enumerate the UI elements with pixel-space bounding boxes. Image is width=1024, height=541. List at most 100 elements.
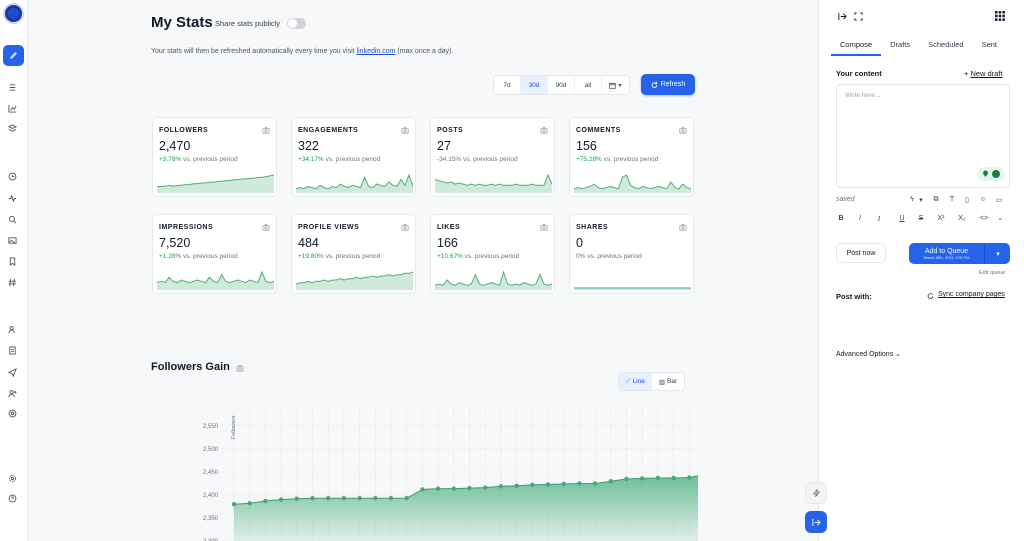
camera-icon[interactable]: [679, 126, 687, 134]
new-draft-button[interactable]: + New draft: [964, 69, 1003, 78]
stat-change-value: +10.67%: [437, 253, 463, 260]
chevron-down-icon[interactable]: ▾: [919, 197, 923, 204]
strike-button[interactable]: S: [918, 215, 924, 222]
at-icon[interactable]: [8, 409, 17, 418]
user-plus-icon[interactable]: [8, 389, 17, 398]
post-editor[interactable]: Write here...: [836, 84, 1010, 188]
lightning-action-button[interactable]: [805, 482, 827, 504]
image-icon[interactable]: ▭: [995, 197, 1003, 204]
collapse-panel-icon[interactable]: [838, 12, 847, 21]
data-point: [592, 481, 598, 486]
copy-icon[interactable]: ⧉: [933, 196, 939, 203]
camera-icon[interactable]: [540, 223, 548, 231]
bold-button[interactable]: B: [838, 215, 844, 222]
stat-change-caption: vs. previous period: [325, 253, 381, 260]
edit-queue-link[interactable]: Edit queue: [979, 270, 1006, 276]
camera-icon[interactable]: [236, 364, 244, 372]
help-icon[interactable]: [8, 494, 17, 503]
image-icon[interactable]: [8, 236, 17, 245]
subscript-button[interactable]: X₂: [958, 215, 966, 222]
bookmark-icon[interactable]: [8, 257, 17, 266]
sync-company-pages-link[interactable]: Sync company pages: [938, 291, 1005, 298]
data-point: [247, 501, 252, 506]
hash-icon[interactable]: [8, 278, 17, 287]
queue-label: Add to Queue: [924, 247, 969, 255]
tab-drafts[interactable]: Drafts: [890, 40, 911, 49]
file-icon[interactable]: [8, 346, 17, 355]
refresh-button[interactable]: Refresh: [641, 74, 695, 95]
linkedin-link[interactable]: linkedin.com: [356, 48, 396, 55]
camera-icon[interactable]: [262, 126, 270, 134]
advanced-options-label: Advanced Options: [836, 351, 894, 358]
list-icon[interactable]: [8, 83, 17, 92]
data-point: [373, 496, 378, 501]
bar-label: Bar: [667, 378, 678, 385]
superscript-button[interactable]: X²: [937, 215, 945, 222]
expand-panel-button[interactable]: [805, 511, 827, 533]
queue-options-button[interactable]: ▾: [986, 243, 1010, 264]
tab-sent[interactable]: Sent: [981, 40, 998, 49]
stat-change-caption: vs. previous period: [183, 253, 238, 260]
add-to-queue-button[interactable]: Add to Queue March 18th, 2024, 4:00 PM: [909, 243, 985, 264]
camera-icon[interactable]: [401, 223, 409, 231]
add-to-queue-group: Add to Queue March 18th, 2024, 4:00 PM ▾: [909, 243, 1010, 264]
camera-icon[interactable]: [262, 223, 270, 231]
plus-icon: +: [964, 69, 971, 78]
compose-nav-button[interactable]: [3, 45, 24, 66]
stat-label: COMMENTS: [576, 127, 621, 134]
text-icon[interactable]: T: [949, 196, 955, 203]
code-button[interactable]: <>: [979, 215, 989, 222]
tab-scheduled[interactable]: Scheduled: [928, 40, 964, 49]
italic-button[interactable]: I: [859, 215, 861, 222]
camera-icon[interactable]: [540, 126, 548, 134]
tab-compose[interactable]: Compose: [831, 40, 882, 56]
data-point: [404, 496, 409, 501]
stat-card: IMPRESSIONS 7,520 +1.28% vs. previous peri…: [152, 214, 277, 294]
chart-icon[interactable]: [8, 104, 17, 113]
range-30d-button[interactable]: 30d: [521, 76, 548, 94]
post-now-button[interactable]: Post now: [836, 243, 886, 263]
camera-icon[interactable]: [679, 223, 687, 231]
y-tick-label: 2,400: [203, 493, 219, 499]
grammar-assistant[interactable]: [977, 167, 1005, 181]
lightning-icon[interactable]: ϟ: [910, 196, 914, 203]
advanced-options-toggle[interactable]: Advanced Options ⌄: [836, 350, 901, 358]
document-icon[interactable]: ▯: [965, 197, 969, 204]
stat-card: LIKES 166 +10.67% vs. previous period: [430, 214, 555, 294]
more-format-button[interactable]: ⌄: [997, 215, 1003, 222]
stat-change: -34.15% vs. previous period: [437, 156, 518, 163]
users-icon[interactable]: [8, 325, 17, 334]
area-fill: [234, 475, 698, 541]
grid-menu-icon[interactable]: [995, 11, 1005, 21]
camera-icon[interactable]: [401, 126, 409, 134]
send-icon[interactable]: [8, 368, 17, 377]
expand-icon[interactable]: [854, 12, 863, 21]
clock-icon[interactable]: [8, 172, 17, 181]
data-point: [467, 485, 472, 491]
data-point: [655, 475, 661, 481]
chevron-down-icon: ▾: [996, 250, 1000, 258]
layers-icon[interactable]: [8, 124, 17, 133]
pulse-icon[interactable]: [8, 194, 17, 203]
calendar-dropdown[interactable]: ▾: [602, 76, 629, 94]
bar-chart-button[interactable]: ▥ Bar: [652, 373, 684, 390]
range-all-button[interactable]: all: [575, 76, 602, 94]
compose-tabs: Compose Drafts Scheduled Sent: [831, 40, 1006, 56]
data-point: [483, 485, 488, 490]
data-point: [278, 497, 284, 502]
search-icon[interactable]: [8, 215, 17, 224]
stat-change-caption: vs. previous period: [463, 156, 518, 163]
data-point: [388, 496, 394, 501]
app-logo[interactable]: [5, 5, 22, 22]
emoji-icon[interactable]: ☺: [979, 196, 987, 203]
line-chart-button[interactable]: ⟋ Line: [619, 373, 652, 390]
range-90d-button[interactable]: 90d: [548, 76, 575, 94]
share-stats-toggle[interactable]: [287, 18, 306, 29]
italic-serif-button[interactable]: I: [877, 215, 881, 223]
y-tick-label: 2,500: [203, 447, 219, 453]
underline-button[interactable]: U: [899, 215, 905, 222]
stat-change-value: +75.28%: [576, 156, 602, 163]
range-7d-button[interactable]: 7d: [494, 76, 521, 94]
data-point: [514, 483, 519, 488]
gear-icon[interactable]: [8, 474, 17, 483]
